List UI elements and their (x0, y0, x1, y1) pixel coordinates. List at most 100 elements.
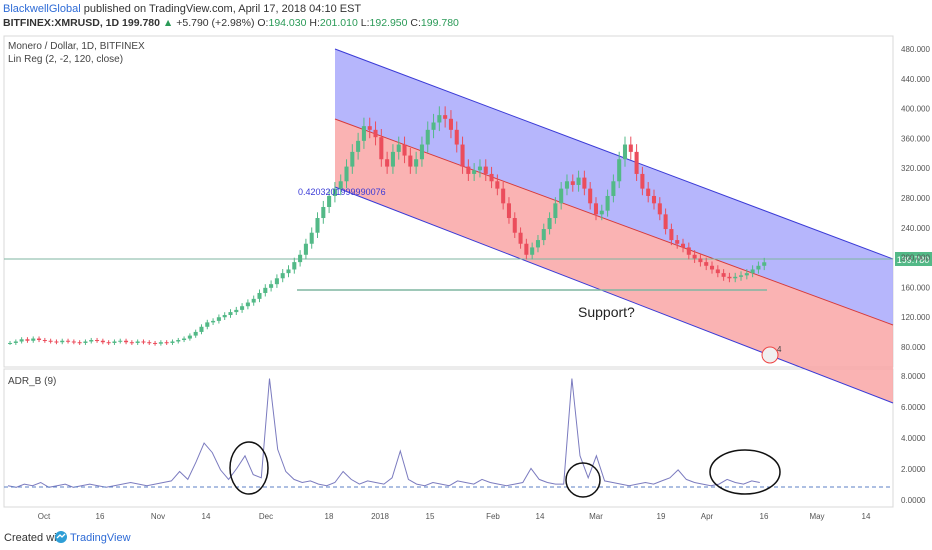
candle (367, 126, 372, 130)
candle (228, 312, 233, 316)
candle (216, 317, 221, 321)
price-axis[interactable]: 480.000 440.000 400.000 360.000 320.000 280.0… (901, 45, 930, 352)
candle (437, 115, 442, 123)
open-value: 194.030 (268, 17, 307, 29)
chart-area[interactable]: 199.780 480.000 440.000 400.000 360.000 320.… (0, 35, 932, 525)
candle (31, 338, 36, 341)
candle (54, 341, 59, 343)
candle (750, 269, 755, 274)
price-axis-label: 240.000 (901, 224, 930, 233)
candle (147, 342, 152, 344)
published-text: published on TradingView.com, April 17, … (83, 3, 362, 15)
time-axis-label: 19 (657, 512, 666, 521)
candle (199, 326, 204, 332)
candle (25, 339, 30, 341)
footer: Created with TradingView (0, 526, 932, 550)
candle (547, 218, 552, 230)
candle (518, 232, 523, 244)
candle (280, 273, 285, 279)
created-with-text: Created with (4, 532, 66, 544)
time-axis-label: 15 (426, 512, 435, 521)
time-axis-label: 14 (536, 512, 545, 521)
candle (193, 331, 198, 336)
candle (205, 322, 210, 327)
circle-annotation-1 (229, 441, 269, 495)
candle (680, 243, 686, 248)
close-label: C: (410, 17, 421, 29)
candle (129, 342, 134, 344)
candle (593, 203, 599, 215)
candle (309, 232, 314, 244)
candle (135, 341, 140, 343)
candle (298, 254, 303, 263)
candle (71, 341, 76, 343)
time-axis-label: Apr (701, 512, 714, 521)
candle (628, 144, 633, 152)
candle (419, 144, 424, 160)
candle (634, 151, 639, 174)
candle (176, 340, 181, 342)
candle (553, 203, 558, 219)
candle (222, 315, 227, 318)
candle (669, 229, 674, 241)
chart-svg[interactable]: 199.780 480.000440.000400.000360.000320.… (0, 35, 932, 525)
candle (686, 247, 691, 255)
author-link[interactable]: BlackwellGlobal (3, 3, 81, 15)
candle (408, 155, 413, 167)
candle (100, 340, 105, 343)
last-price: 199.780 (122, 17, 160, 29)
time-axis[interactable]: Oct 16 Nov 14 Dec 18 2018 15 Feb 14 Mar 19 Apr 16 May 1… (38, 512, 871, 521)
price-axis-label: 120.000 (901, 313, 930, 322)
candle (640, 173, 645, 189)
candle (245, 302, 250, 307)
time-axis-label: Nov (151, 512, 165, 521)
candle (356, 140, 361, 152)
candle (721, 273, 726, 277)
price-tag: 199.780 (897, 255, 930, 265)
price-axis-label: 480.000 (901, 45, 930, 54)
adr-axis-label: 0.0000 (901, 496, 926, 505)
candle (599, 210, 604, 215)
open-label: O: (257, 17, 269, 29)
badge-count: 4 (777, 345, 782, 354)
channel-mid-line[interactable] (334, 118, 894, 326)
chart-header: BlackwellGlobal published on TradingView… (0, 0, 932, 32)
time-axis-label: 16 (760, 512, 769, 521)
candle (617, 159, 622, 182)
candle (170, 341, 175, 343)
candle (559, 188, 564, 204)
candle (338, 181, 343, 189)
channel-lower-line[interactable] (334, 186, 894, 404)
candle (164, 342, 169, 344)
sub-pane-title[interactable]: ADR_B (9) (8, 376, 57, 387)
sub-pane-frame (3, 368, 894, 508)
candle (762, 262, 767, 266)
candle (303, 243, 308, 255)
channel-upper-line[interactable] (334, 48, 894, 260)
flag-badge-icon[interactable] (761, 346, 779, 364)
adr-axis[interactable]: 8.0000 6.0000 4.0000 2.0000 0.0000 (901, 372, 926, 505)
candle (112, 341, 117, 343)
candle (576, 177, 581, 185)
candle (106, 342, 111, 344)
candle (274, 278, 279, 285)
indicator-legend[interactable]: Lin Reg (2, -2, 120, close) (8, 54, 124, 65)
candle (153, 342, 158, 344)
candle (321, 207, 326, 219)
candle (211, 320, 216, 323)
candle (524, 243, 529, 255)
low-value: 192.950 (369, 17, 408, 29)
candle (541, 229, 546, 241)
candle (66, 340, 71, 342)
adr-axis-label: 8.0000 (901, 372, 926, 381)
candle (483, 166, 488, 174)
price-axis-label: 80.000 (901, 343, 926, 352)
candle (646, 188, 651, 196)
candle (385, 159, 390, 167)
candle (733, 276, 738, 279)
candle (675, 240, 680, 244)
price-axis-label: 200.000 (901, 254, 930, 263)
candle (13, 341, 18, 343)
tradingview-brand[interactable]: TradingView (70, 532, 131, 544)
time-axis-label: 16 (96, 512, 105, 521)
